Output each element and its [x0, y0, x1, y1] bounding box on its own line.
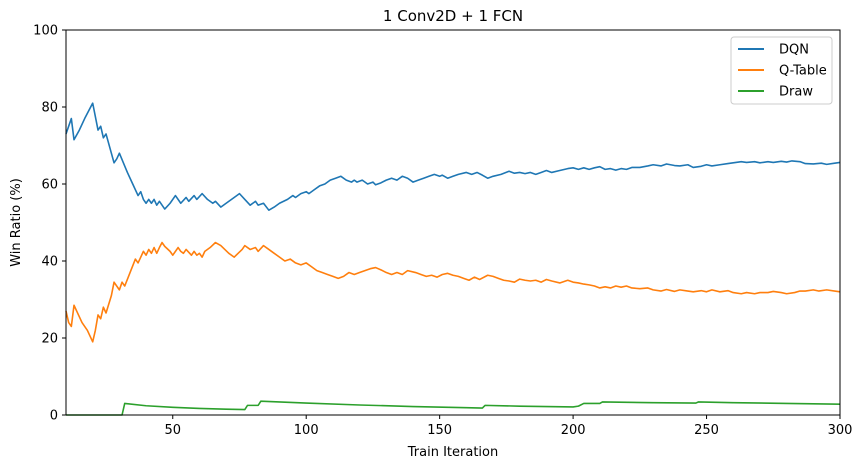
chart-title: 1 Conv2D + 1 FCN [383, 7, 523, 25]
y-tick-label: 80 [41, 101, 58, 116]
series-line-q-table [65, 241, 841, 343]
y-tick-label: 100 [33, 24, 58, 39]
y-tick-label: 0 [50, 409, 58, 424]
y-tick-label: 40 [41, 255, 58, 270]
series-line-dqn [65, 102, 841, 211]
legend-label-q-table: Q-Table [779, 64, 827, 79]
x-axis-label: Train Iteration [407, 445, 498, 460]
y-axis-label: Win Ratio (%) [9, 178, 24, 267]
plot-frame [65, 29, 841, 416]
series-layer [65, 102, 841, 416]
x-tick-label: 200 [561, 423, 586, 438]
series-line-draw [66, 400, 841, 416]
y-axis: 0 20 40 60 80 100 [33, 24, 66, 424]
x-tick-label: 250 [694, 423, 719, 438]
legend-box [730, 36, 833, 105]
plot-area [65, 29, 841, 416]
x-tick-label: 150 [427, 423, 452, 438]
legend-label-draw: Draw [779, 85, 813, 100]
legend-label-dqn: DQN [779, 43, 809, 58]
y-tick-label: 60 [41, 178, 58, 193]
y-tick-label: 20 [41, 332, 58, 347]
plot-background [66, 30, 840, 415]
x-axis: 50 100 150 200 250 300 [164, 415, 852, 438]
x-tick-label: 50 [164, 423, 181, 438]
legend: DQN Q-Table Draw [730, 36, 833, 105]
x-tick-label: 300 [828, 423, 853, 438]
x-tick-label: 100 [294, 423, 319, 438]
